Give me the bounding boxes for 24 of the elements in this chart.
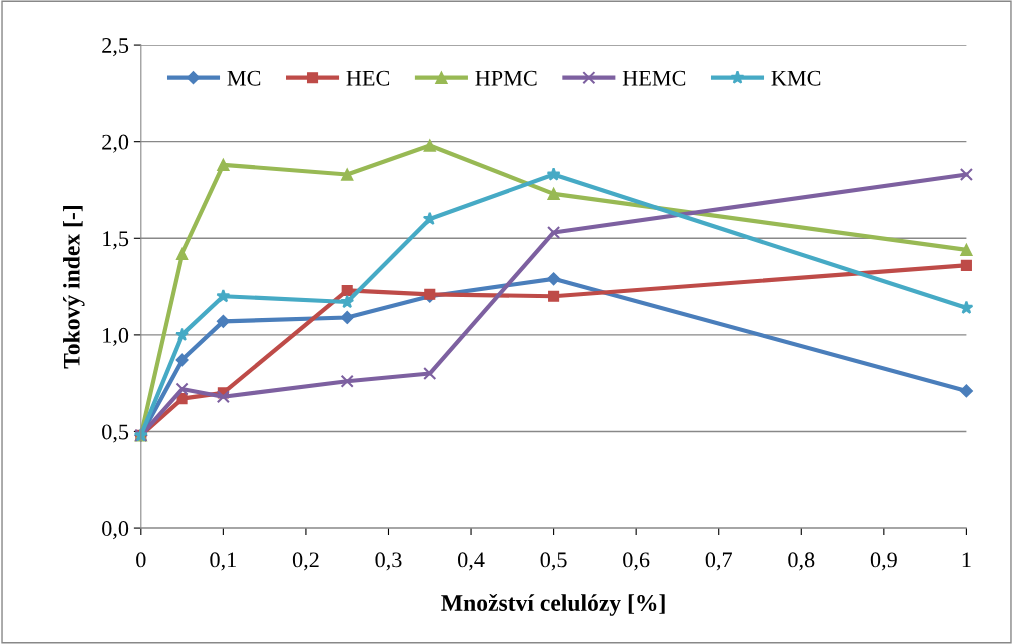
x-tick-label: 0,2	[292, 552, 319, 571]
x-tick-label: 0,3	[375, 552, 402, 571]
x-tick-label: 0,9	[870, 552, 897, 571]
x-tick-label: 0,7	[705, 552, 732, 571]
legend-label: KMC	[771, 70, 821, 86]
y-tick-label: 0,0	[102, 521, 129, 540]
x-tick-label: 0,1	[210, 552, 236, 571]
legend-label: MC	[227, 70, 261, 86]
x-tick-label: 0,5	[540, 552, 567, 571]
y-tick-label: 1,0	[103, 327, 129, 347]
x-tick-label: 0,4	[458, 552, 485, 571]
y-tick-label: 1,5	[103, 231, 129, 250]
legend-label: HEC	[346, 70, 390, 86]
legend-label: HEMC	[622, 70, 686, 86]
y-tick-label: 0,5	[102, 424, 129, 443]
y-tick-label: 2,5	[102, 38, 129, 57]
x-tick-label: 1	[962, 552, 971, 568]
legend-label: HPMC	[475, 70, 537, 86]
x-tick-label: 0	[136, 552, 146, 568]
y-axis-title: Tokový index [-]	[63, 206, 85, 369]
y-tick-label: 2,0	[102, 134, 129, 153]
x-axis-title: Množství celulózy [%]	[441, 594, 665, 616]
x-tick-label: 0,6	[623, 552, 650, 571]
x-tick-label: 0,8	[788, 552, 815, 571]
